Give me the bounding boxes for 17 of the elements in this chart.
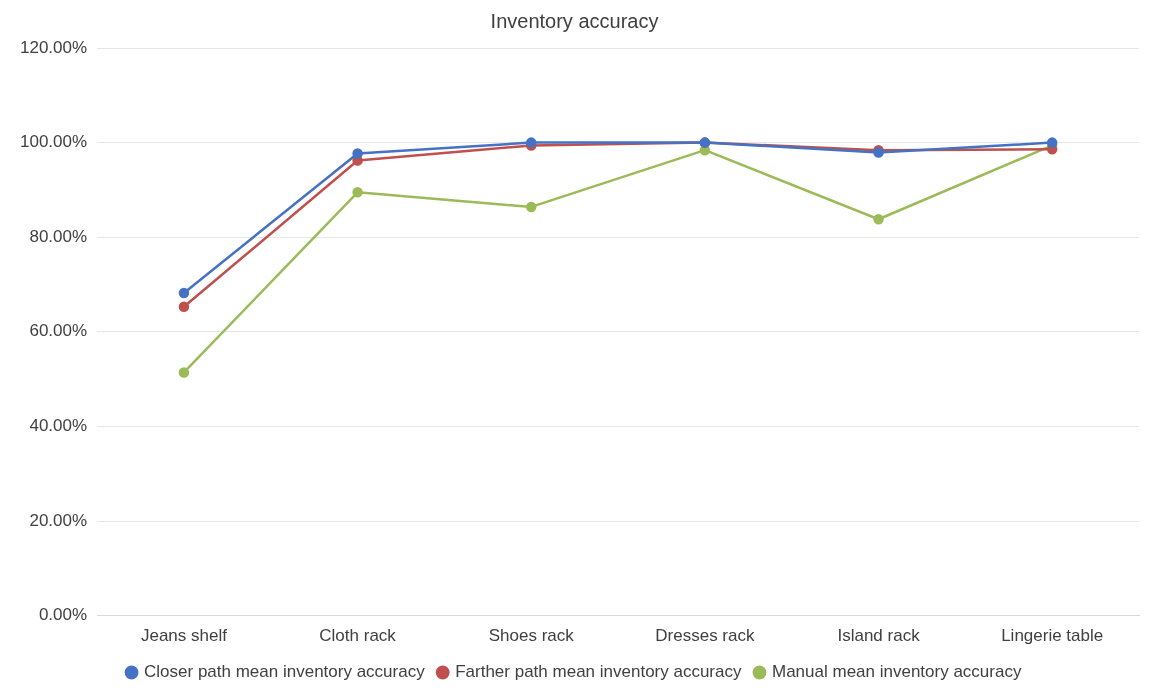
x-tick-label: Cloth rack <box>319 626 397 646</box>
legend-label: Farther path mean inventory accuracy <box>455 662 742 682</box>
y-tick-label: 40.00% <box>29 416 88 436</box>
x-tick-label: Shoes rack <box>488 626 575 646</box>
y-tick-label: 100.00% <box>19 132 88 152</box>
y-tick-label: 20.00% <box>29 510 88 530</box>
x-tick-label: Jeans shelf <box>140 626 228 646</box>
legend-label: Manual mean inventory accuracy <box>771 662 1022 682</box>
y-tick-label: 120.00% <box>19 37 88 57</box>
chart-title: Inventory accuracy <box>490 9 659 32</box>
y-tick-label: 60.00% <box>29 321 88 341</box>
y-tick-label: 0.00% <box>38 605 88 625</box>
x-tick-label: Island rack <box>837 626 921 646</box>
y-tick-label: 80.00% <box>29 226 88 246</box>
legend-label: Closer path mean inventory accuracy <box>144 662 426 682</box>
x-tick-label: Lingerie table <box>1001 626 1104 646</box>
x-tick-label: Dresses rack <box>655 626 755 646</box>
